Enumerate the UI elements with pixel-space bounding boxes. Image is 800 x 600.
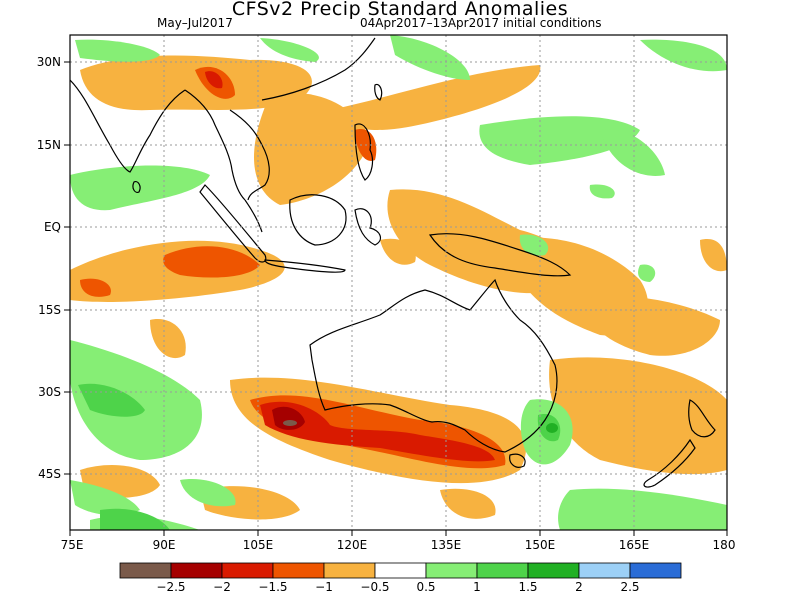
taiwan <box>374 83 383 101</box>
dry-anomaly-strong <box>205 71 495 462</box>
lon-label-135e: 135E <box>431 538 462 552</box>
colorbar-label: 1 <box>473 580 481 594</box>
plot-frame <box>69 34 728 531</box>
nz-south <box>643 438 696 488</box>
bay-of-bengal-coast <box>184 89 246 201</box>
colorbar-label: −2.5 <box>156 580 185 594</box>
colorbar-label: 2.5 <box>620 580 639 594</box>
china-coast <box>261 37 376 101</box>
lon-label-165e: 165E <box>619 538 650 552</box>
colorbar-swatch <box>272 562 325 579</box>
indochina-coast <box>229 109 270 201</box>
lon-label-105e: 105E <box>243 538 274 552</box>
australia <box>309 278 558 453</box>
colorbar-swatch <box>476 562 529 579</box>
colorbar-swatch <box>170 562 223 579</box>
malay-peninsula <box>244 199 263 233</box>
colorbar-swatch <box>119 562 172 579</box>
lat-label-30n: 30N <box>37 55 61 69</box>
wet-anomaly-strong <box>546 423 558 433</box>
colorbar-swatch <box>425 562 478 579</box>
colorbar-swatch <box>527 562 580 579</box>
colorbar: −2.5 −2 −1.5 −1 −0.5 0.5 1 1.5 2 2.5 <box>119 562 682 594</box>
colorbar-label: −1 <box>315 580 333 594</box>
anomaly-fields <box>70 35 727 530</box>
nz-north <box>688 399 716 438</box>
java <box>264 259 346 273</box>
tick-marks <box>64 61 728 536</box>
lon-label-120e: 120E <box>337 538 368 552</box>
lon-label-90e: 90E <box>153 538 176 552</box>
lat-label-30s: 30S <box>38 385 61 399</box>
lon-label-75e: 75E <box>61 538 84 552</box>
colorbar-swatch <box>629 562 682 579</box>
colorbar-label: −1.5 <box>258 580 287 594</box>
colorbar-label: −2 <box>213 580 231 594</box>
sulawesi <box>354 208 382 246</box>
colorbar-label: 2 <box>575 580 583 594</box>
lon-axis-labels: 75E 90E 105E 120E 135E 150E 165E 180 <box>61 538 736 552</box>
lon-label-150e: 150E <box>525 538 556 552</box>
lat-label-15n: 15N <box>37 138 61 152</box>
borneo <box>289 194 347 246</box>
philippines <box>354 123 374 181</box>
colorbar-swatch <box>323 562 376 579</box>
coastlines <box>70 37 716 488</box>
sumatra <box>199 184 267 263</box>
forecast-period: May–Jul2017 <box>157 16 233 30</box>
sri-lanka <box>132 181 141 193</box>
lat-label-eq: EQ <box>44 220 61 234</box>
dry-anomaly-very-strong <box>272 406 305 430</box>
colorbar-label: 1.5 <box>518 580 537 594</box>
lat-label-45s: 45S <box>38 467 61 481</box>
colorbar-swatch <box>578 562 631 579</box>
colorbar-swatch <box>374 562 427 579</box>
colorbar-label: 0.5 <box>416 580 435 594</box>
colorbar-swatch <box>221 562 274 579</box>
tasmania <box>509 453 526 468</box>
lon-label-180: 180 <box>713 538 736 552</box>
dry-anomaly-extreme <box>283 420 297 426</box>
map-title: CFSv2 Precip Standard Anomalies <box>231 0 569 20</box>
wet-anomaly-moderate <box>78 383 561 530</box>
colorbar-label: −0.5 <box>360 580 389 594</box>
new-guinea <box>428 233 572 277</box>
initial-conditions: 04Apr2017–13Apr2017 initial conditions <box>360 16 602 30</box>
india-coast <box>70 79 186 173</box>
lat-label-15s: 15S <box>38 303 61 317</box>
wet-anomaly-weak <box>70 35 727 530</box>
lat-axis-labels: 30N 15N EQ 15S 30S 45S <box>37 55 61 481</box>
